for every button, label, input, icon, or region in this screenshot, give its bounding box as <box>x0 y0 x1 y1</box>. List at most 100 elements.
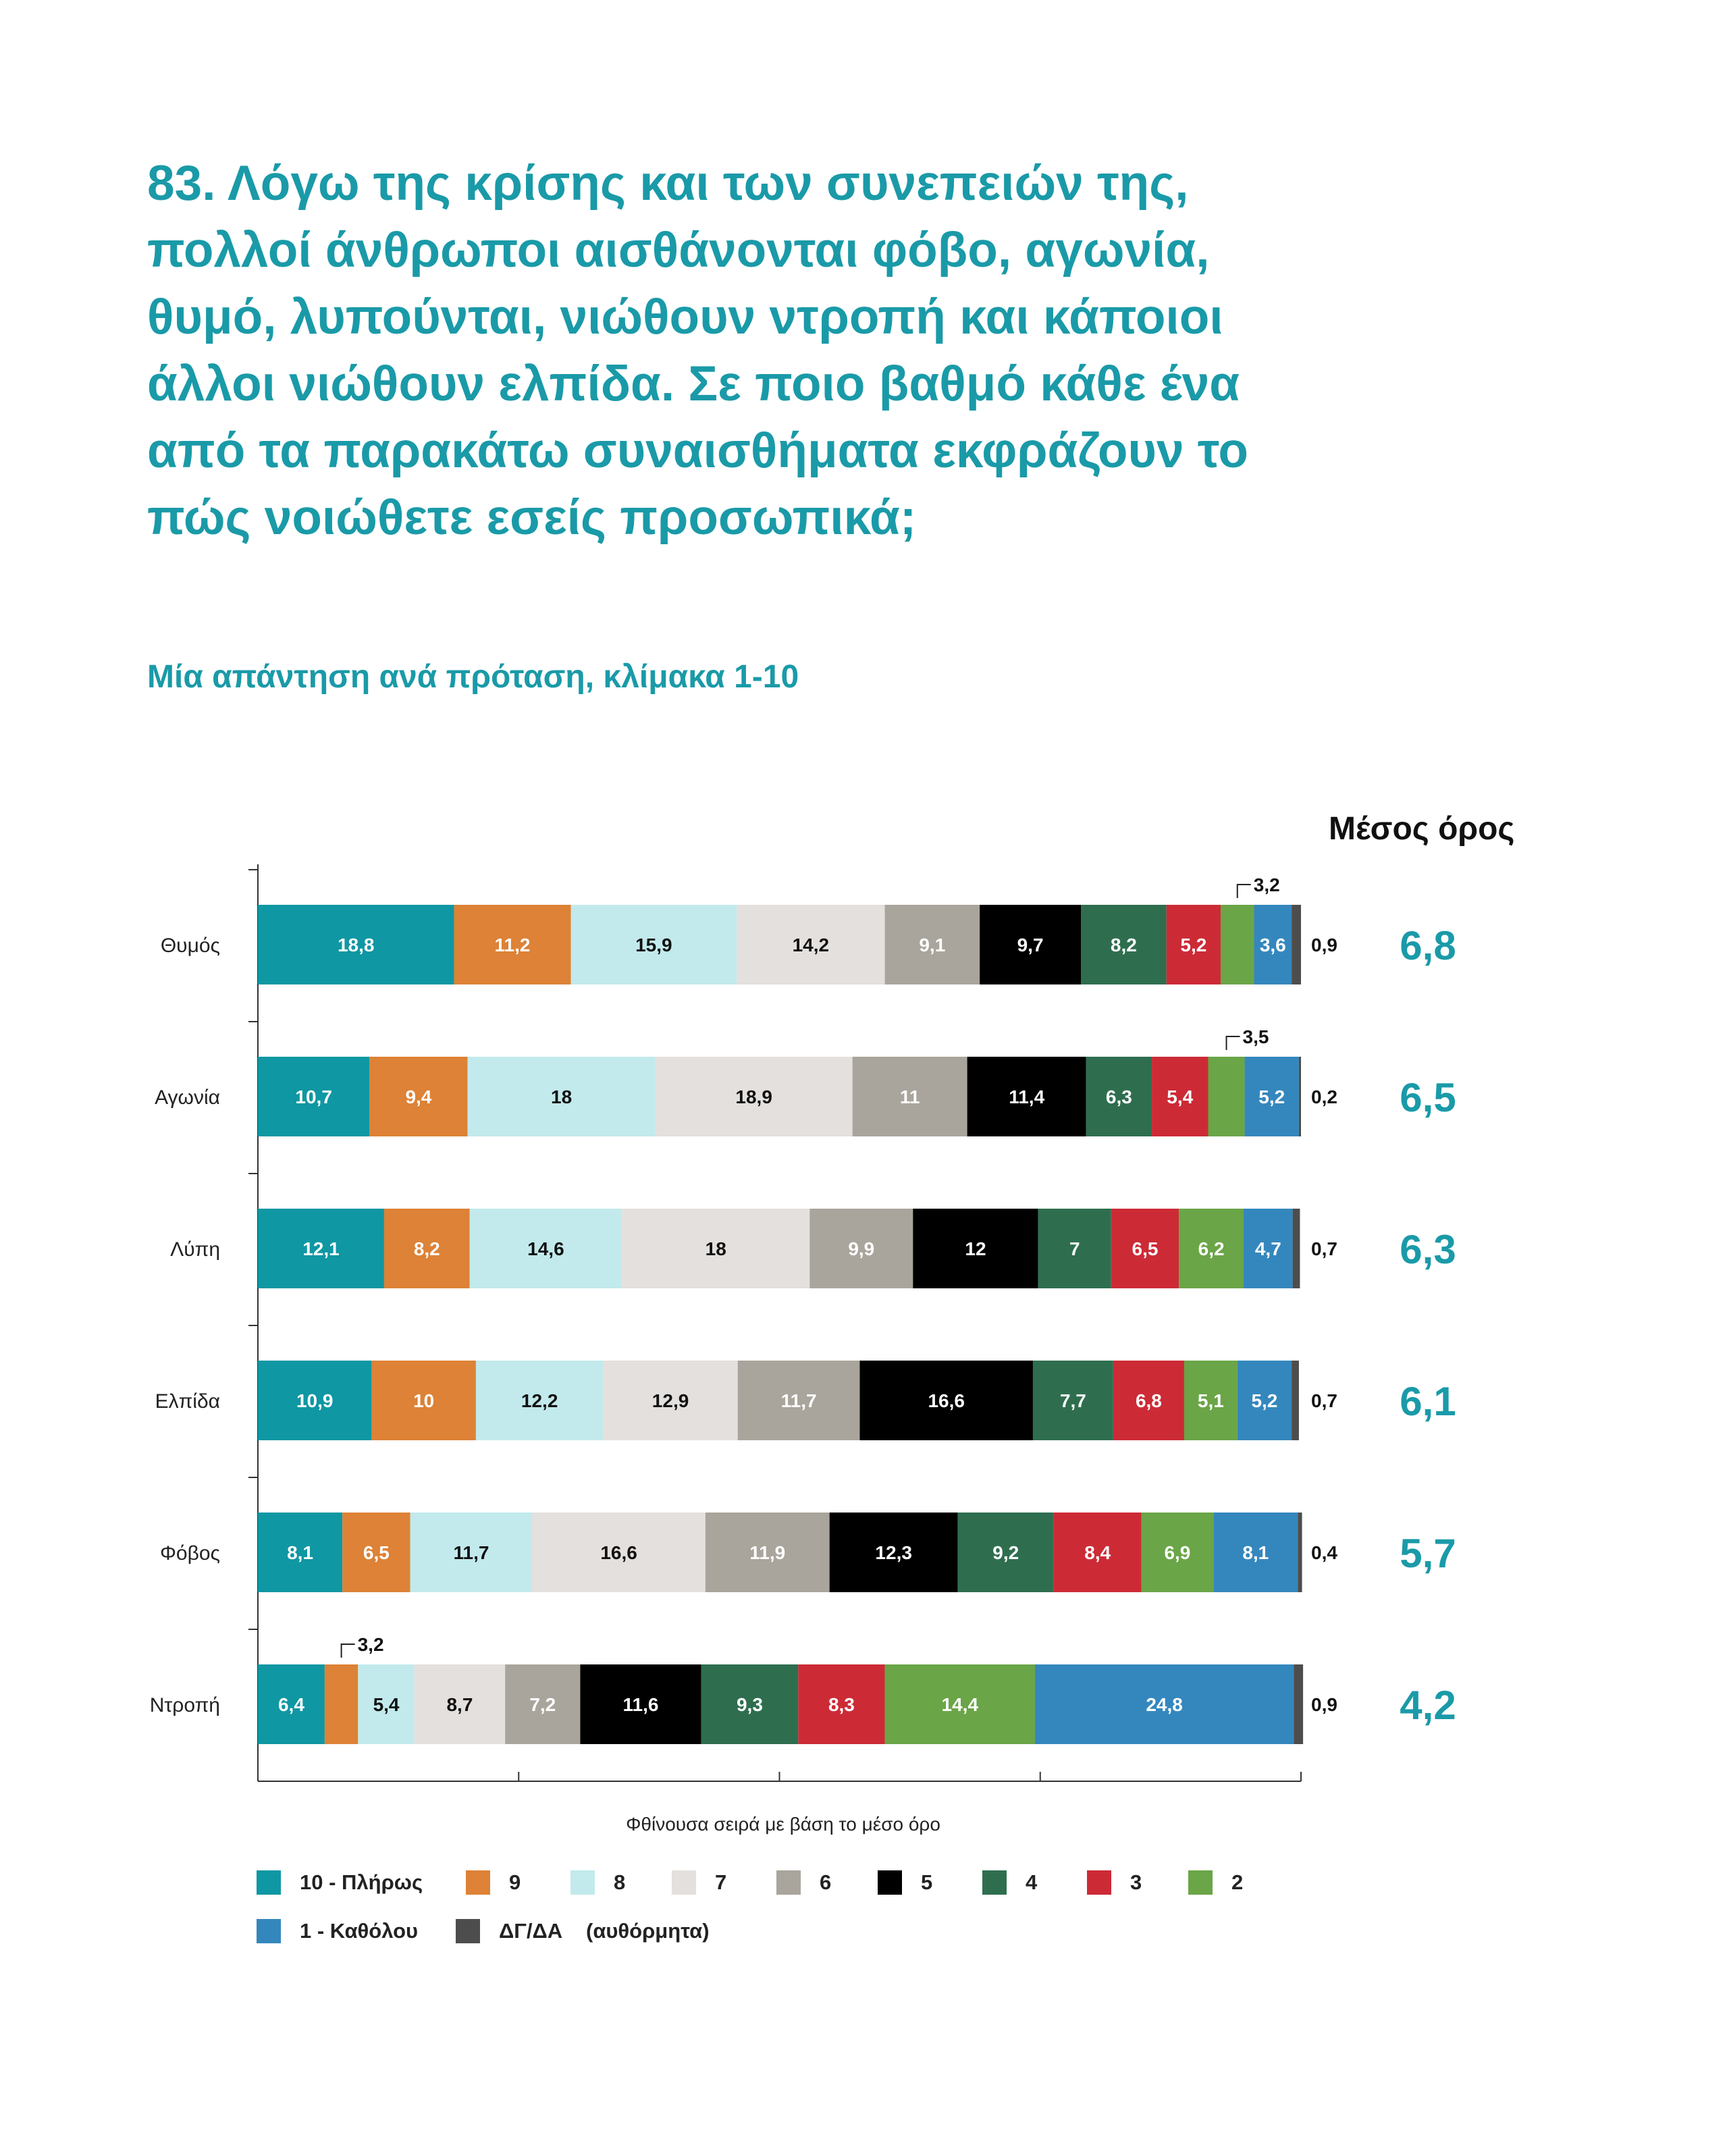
dk-value-label: 0,2 <box>1311 1086 1337 1107</box>
bar-segment <box>737 905 885 984</box>
segment-value-label: 9,2 <box>992 1542 1019 1563</box>
bar-segment <box>859 1361 1033 1440</box>
legend-swatch <box>1087 1870 1111 1895</box>
bar-segment <box>1166 905 1221 984</box>
callout-leader <box>1236 884 1251 898</box>
segment-value-label: 16,6 <box>600 1542 637 1563</box>
segment-value-label: 12 <box>965 1238 986 1259</box>
callout-leader <box>340 1644 355 1658</box>
bar-segment <box>655 1057 853 1136</box>
legend-swatch <box>878 1870 902 1895</box>
segment-value-label: 7,7 <box>1060 1390 1086 1411</box>
segment-value-label: 12,9 <box>652 1390 689 1411</box>
segment-value-label: 9,7 <box>1017 935 1044 955</box>
legend-label: 7 <box>715 1870 727 1894</box>
bar-segment <box>1038 1209 1111 1288</box>
segment-value-label: 18,9 <box>735 1086 772 1107</box>
bar-segment <box>701 1664 799 1744</box>
bar-segment <box>829 1513 958 1592</box>
bar-segment <box>1208 1057 1245 1136</box>
segment-value-label: 18 <box>551 1086 572 1107</box>
category-label: Αγωνία <box>155 1086 220 1109</box>
legend-label: 3 <box>1130 1870 1142 1894</box>
bar-segment <box>1221 905 1254 984</box>
legend-label: 1 - Καθόλου <box>300 1919 419 1943</box>
mean-value: 6,5 <box>1400 1075 1456 1120</box>
mean-value: 6,3 <box>1400 1227 1456 1272</box>
bar-segment <box>570 905 737 984</box>
bar-segment <box>358 1664 415 1744</box>
callout-value-label: 3,2 <box>358 1634 384 1655</box>
segment-value-label: 9,4 <box>405 1086 431 1107</box>
segment-value-label: 5,2 <box>1258 1086 1285 1107</box>
segment-value-label: 6,4 <box>278 1694 304 1715</box>
bar-segment <box>1111 1209 1179 1288</box>
bar-segment <box>454 905 571 984</box>
segment-value-label: 6,5 <box>363 1542 390 1563</box>
segment-value-label: 18 <box>706 1238 726 1259</box>
segment-value-label: 16,6 <box>928 1390 965 1411</box>
segment-value-label: 11,7 <box>453 1542 489 1563</box>
bar-segment <box>369 1057 468 1136</box>
bar-segment <box>580 1664 701 1744</box>
callout-leader <box>1225 1036 1240 1050</box>
segment-value-label: 8,7 <box>446 1694 473 1715</box>
bar-segment <box>371 1361 476 1440</box>
bar-segment <box>1292 1361 1299 1440</box>
segment-value-label: 12,2 <box>521 1390 558 1411</box>
bar-segment <box>1184 1361 1238 1440</box>
segment-value-label: 7 <box>1069 1238 1080 1259</box>
segment-value-label: 12,3 <box>875 1542 912 1563</box>
bar-segment <box>258 905 454 984</box>
dk-value-label: 0,7 <box>1311 1390 1337 1411</box>
bar-segment <box>1113 1361 1184 1440</box>
page-title: 83. Λόγω της κρίσης και των συνεπειών τη… <box>147 156 1248 545</box>
bar-segment <box>1298 1057 1301 1136</box>
legend-item: 3 <box>1087 1869 1142 1896</box>
segment-value-label: 18,8 <box>338 935 375 955</box>
bar-segment <box>475 1361 604 1440</box>
legend-label: 8 <box>614 1870 626 1894</box>
bar-segment <box>1244 1057 1299 1136</box>
bar-segment <box>1237 1361 1292 1440</box>
segment-value-label: 14,6 <box>527 1238 564 1259</box>
segment-value-label: 3,6 <box>1260 935 1286 955</box>
bar-segment <box>383 1209 470 1288</box>
segment-value-label: 11,7 <box>781 1390 817 1411</box>
mean-value: 6,1 <box>1400 1379 1456 1424</box>
segment-value-label: 8,2 <box>1111 935 1137 955</box>
mean-header: Μέσος όρος <box>1329 811 1515 847</box>
bar-segment <box>1294 1664 1304 1744</box>
bar-segment <box>913 1209 1038 1288</box>
legend-swatch <box>1188 1870 1213 1895</box>
legend-label: 2 <box>1231 1870 1244 1894</box>
legend-swatch <box>257 1870 281 1895</box>
segment-value-label: 6,9 <box>1164 1542 1190 1563</box>
segment-value-label: 11,4 <box>1009 1086 1044 1107</box>
segment-value-label: 5,4 <box>373 1694 400 1715</box>
legend-note: (αυθόρμητα) <box>586 1919 710 1943</box>
bar-segment <box>1152 1057 1208 1136</box>
segment-value-label: 11,9 <box>749 1542 785 1563</box>
legend-item: 2 <box>1188 1869 1243 1896</box>
x-axis-note: Φθίνουσα σειρά με βάση το μέσο όρο <box>626 1814 940 1835</box>
segment-value-label: 10,7 <box>295 1086 332 1107</box>
legend-swatch <box>672 1870 696 1895</box>
bar-segment <box>410 1513 533 1592</box>
callout-value-label: 3,5 <box>1243 1026 1269 1047</box>
category-label: Λύπη <box>170 1238 220 1261</box>
category-label: Φόβος <box>160 1542 220 1565</box>
legend-item: 6 <box>776 1869 831 1896</box>
bar-segment <box>467 1057 656 1136</box>
segment-value-label: 15,9 <box>635 935 672 955</box>
segment-value-label: 11,2 <box>495 935 531 955</box>
bar-segment <box>1035 1664 1294 1744</box>
callout-value-label: 3,2 <box>1254 874 1280 895</box>
legend-swatch <box>456 1919 480 1943</box>
bar-segment <box>1292 905 1301 984</box>
bar-segment <box>705 1513 830 1592</box>
segment-value-label: 6,2 <box>1198 1238 1225 1259</box>
legend-item: 7 <box>672 1869 726 1896</box>
segment-value-label: 11 <box>900 1086 920 1107</box>
